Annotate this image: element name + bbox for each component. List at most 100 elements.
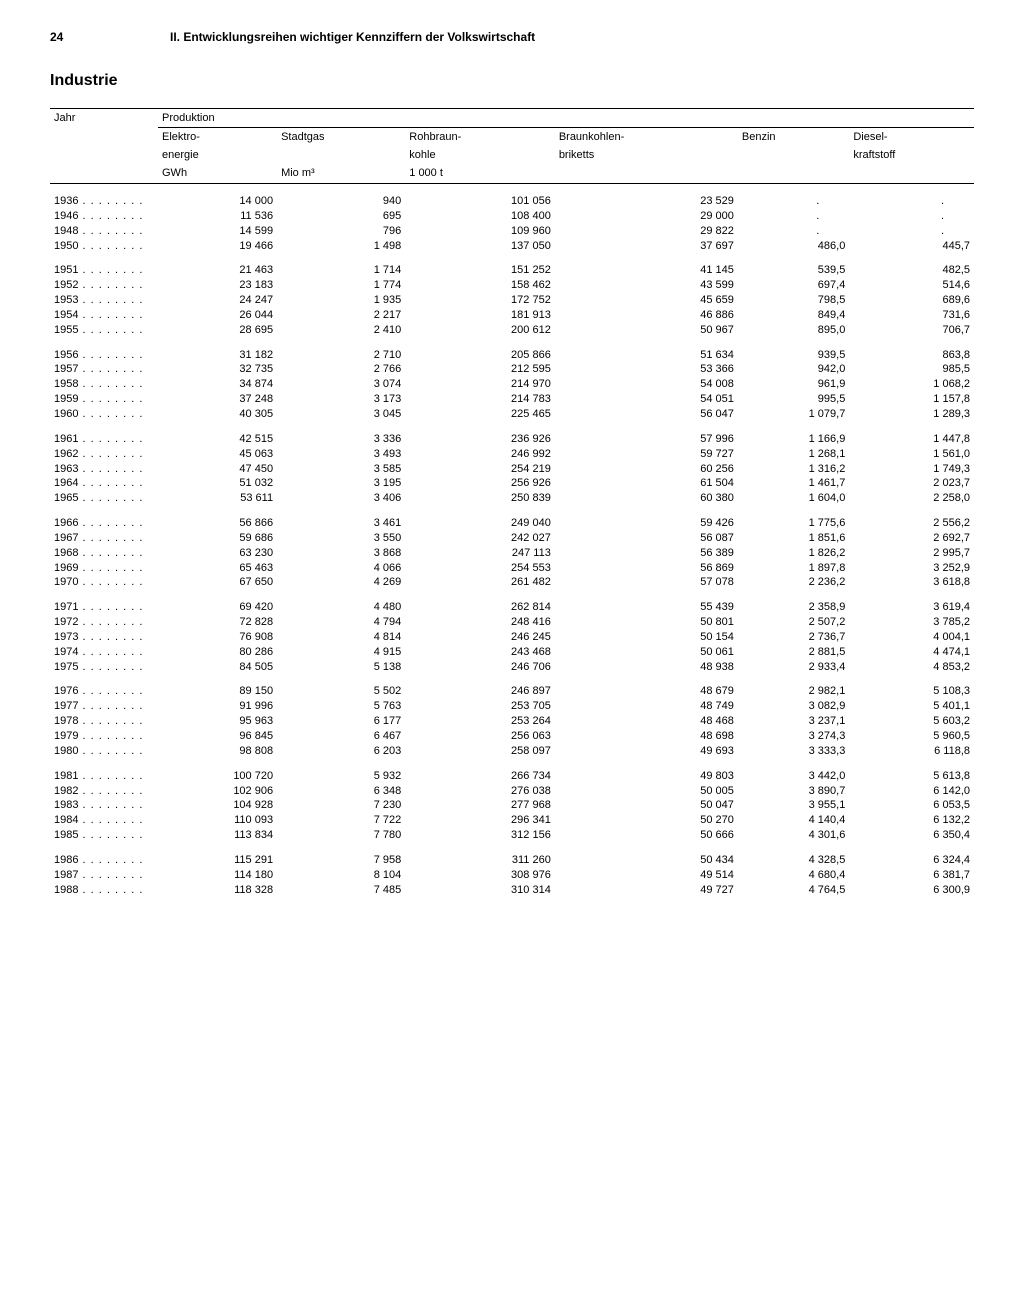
table-row: 1977 . . . . . . . .91 9965 763253 70548… [50, 699, 974, 714]
data-cell: 65 463 [158, 561, 277, 576]
data-cell: 1 068,2 [849, 377, 974, 392]
table-row: 1948 . . . . . . . .14 599796109 96029 8… [50, 224, 974, 239]
year-cell: 1977 . . . . . . . . [50, 699, 158, 714]
data-cell: 310 314 [405, 883, 555, 898]
industry-table: Jahr Produktion Elektro-StadtgasRohbraun… [50, 108, 974, 897]
data-cell: 137 050 [405, 239, 555, 254]
year-cell: 1954 . . . . . . . . [50, 308, 158, 323]
data-cell: 995,5 [738, 392, 849, 407]
table-row: 1985 . . . . . . . .113 8347 780312 1565… [50, 828, 974, 843]
data-cell: 3 173 [277, 392, 405, 407]
data-cell: 3 082,9 [738, 699, 849, 714]
data-cell: 246 897 [405, 684, 555, 699]
data-cell: 37 697 [555, 239, 738, 254]
data-cell: 3 074 [277, 377, 405, 392]
year-cell: 1975 . . . . . . . . [50, 660, 158, 675]
data-cell: 3 955,1 [738, 798, 849, 813]
data-cell: 849,4 [738, 308, 849, 323]
year-cell: 1957 . . . . . . . . [50, 362, 158, 377]
data-cell: 72 828 [158, 615, 277, 630]
data-cell: 6 381,7 [849, 868, 974, 883]
data-cell: 212 595 [405, 362, 555, 377]
data-cell: 1 774 [277, 278, 405, 293]
year-cell: 1936 . . . . . . . . [50, 194, 158, 209]
data-cell: 539,5 [738, 263, 849, 278]
data-cell: 266 734 [405, 769, 555, 784]
data-cell: 2 692,7 [849, 531, 974, 546]
data-cell: 486,0 [738, 239, 849, 254]
data-cell: 109 960 [405, 224, 555, 239]
data-cell: 14 000 [158, 194, 277, 209]
year-cell: 1955 . . . . . . . . [50, 323, 158, 338]
data-cell: 11 536 [158, 209, 277, 224]
table-row: 1981 . . . . . . . .100 7205 932266 7344… [50, 769, 974, 784]
page-number: 24 [50, 30, 170, 44]
data-cell: 253 705 [405, 699, 555, 714]
data-cell: 51 032 [158, 476, 277, 491]
data-cell: 6 142,0 [849, 784, 974, 799]
data-cell: 76 908 [158, 630, 277, 645]
table-row: 1969 . . . . . . . .65 4634 066254 55356… [50, 561, 974, 576]
data-cell: 225 465 [405, 407, 555, 422]
data-cell: 91 996 [158, 699, 277, 714]
data-cell: 1 268,1 [738, 447, 849, 462]
data-cell: 98 808 [158, 744, 277, 759]
data-cell: 1 316,2 [738, 462, 849, 477]
data-cell: 695 [277, 209, 405, 224]
data-cell: 49 727 [555, 883, 738, 898]
data-cell: 7 780 [277, 828, 405, 843]
data-cell: 5 603,2 [849, 714, 974, 729]
year-cell: 1964 . . . . . . . . [50, 476, 158, 491]
table-row: 1983 . . . . . . . .104 9287 230277 9685… [50, 798, 974, 813]
table-row: 1951 . . . . . . . .21 4631 714151 25241… [50, 263, 974, 278]
data-cell: 3 045 [277, 407, 405, 422]
data-cell: 7 958 [277, 853, 405, 868]
data-cell: 6 350,4 [849, 828, 974, 843]
data-cell: 69 420 [158, 600, 277, 615]
data-cell: 258 097 [405, 744, 555, 759]
data-cell: 3 493 [277, 447, 405, 462]
data-cell: 4 269 [277, 575, 405, 590]
col-unit-0: GWh [158, 164, 277, 184]
data-cell: 4 140,4 [738, 813, 849, 828]
data-cell: 4 301,6 [738, 828, 849, 843]
data-cell: 24 247 [158, 293, 277, 308]
year-cell: 1967 . . . . . . . . [50, 531, 158, 546]
year-cell: 1985 . . . . . . . . [50, 828, 158, 843]
data-cell: 56 087 [555, 531, 738, 546]
year-cell: 1984 . . . . . . . . [50, 813, 158, 828]
data-cell: 4 328,5 [738, 853, 849, 868]
data-cell: 2 881,5 [738, 645, 849, 660]
data-cell: 42 515 [158, 432, 277, 447]
data-cell: 1 166,9 [738, 432, 849, 447]
data-cell: 249 040 [405, 516, 555, 531]
year-cell: 1966 . . . . . . . . [50, 516, 158, 531]
table-row: 1978 . . . . . . . .95 9636 177253 26448… [50, 714, 974, 729]
year-cell: 1956 . . . . . . . . [50, 348, 158, 363]
table-row: 1975 . . . . . . . .84 5055 138246 70648… [50, 660, 974, 675]
data-cell: 2 410 [277, 323, 405, 338]
data-cell: 50 434 [555, 853, 738, 868]
table-row: 1964 . . . . . . . .51 0323 195256 92661… [50, 476, 974, 491]
data-cell: 45 659 [555, 293, 738, 308]
data-cell: 48 679 [555, 684, 738, 699]
data-cell: 1 461,7 [738, 476, 849, 491]
col-header-2-line2: kohle [405, 146, 555, 164]
table-row: 1980 . . . . . . . .98 8086 203258 09749… [50, 744, 974, 759]
data-cell: 19 466 [158, 239, 277, 254]
col-header-production: Produktion [158, 109, 974, 128]
year-cell: 1968 . . . . . . . . [50, 546, 158, 561]
data-cell: 256 926 [405, 476, 555, 491]
data-cell: 49 803 [555, 769, 738, 784]
data-cell: 1 498 [277, 239, 405, 254]
data-cell: 28 695 [158, 323, 277, 338]
col-header-3-line2: briketts [555, 146, 738, 164]
data-cell: 256 063 [405, 729, 555, 744]
data-cell: 8 104 [277, 868, 405, 883]
data-cell: 940 [277, 194, 405, 209]
data-cell: 5 502 [277, 684, 405, 699]
data-cell: . [849, 224, 974, 239]
col-unit-5 [849, 164, 974, 184]
col-header-4-line2 [738, 146, 849, 164]
data-cell: 205 866 [405, 348, 555, 363]
